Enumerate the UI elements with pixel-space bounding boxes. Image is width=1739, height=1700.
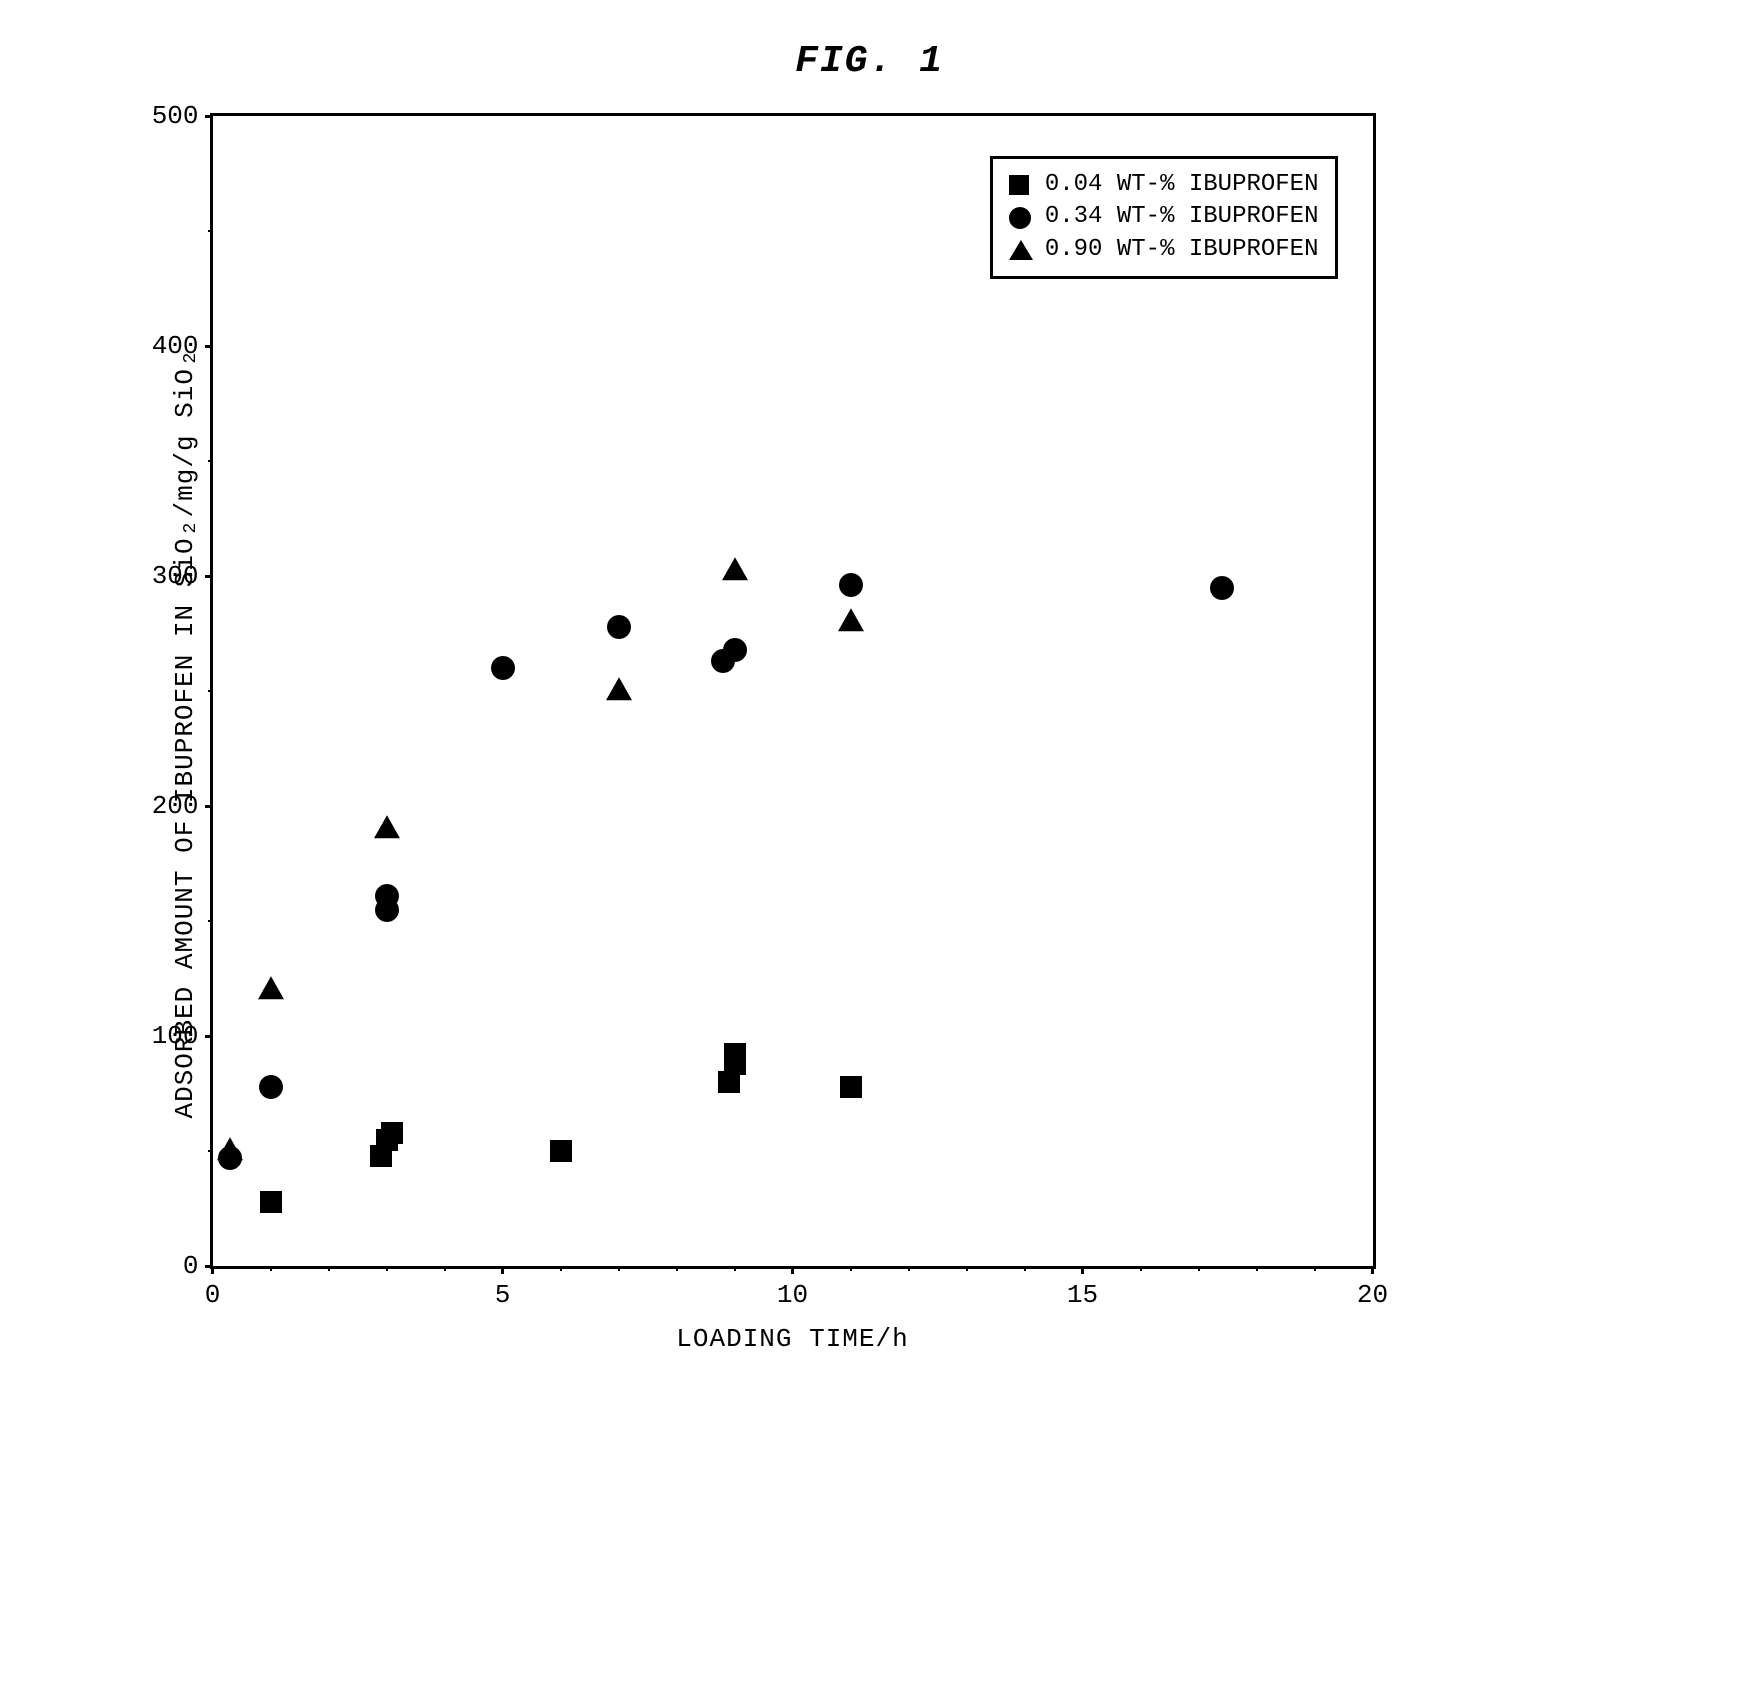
y-tick-minor — [208, 460, 213, 462]
legend-marker-triangle-icon — [1009, 237, 1035, 263]
x-tick-minor — [676, 1266, 678, 1271]
data-point — [217, 1137, 243, 1160]
figure-title: FIG. 1 — [170, 40, 1570, 83]
x-tick-minor — [444, 1266, 446, 1271]
data-point — [260, 1191, 282, 1213]
legend-row: 0.04 WT-% IBUPROFEN — [1009, 169, 1319, 201]
x-tick-minor — [908, 1266, 910, 1271]
legend-marker-square-icon — [1009, 172, 1035, 198]
y-tick — [205, 805, 213, 808]
data-point — [375, 884, 399, 908]
ylabel-container: ADSORBED AMOUNT OF IBUPROFEN IN SiO2/mg/… — [170, 348, 200, 1119]
figure-container: FIG. 1 ADSORBED AMOUNT OF IBUPROFEN IN S… — [170, 40, 1570, 1354]
y-tick-minor — [208, 230, 213, 232]
x-tick — [1081, 1266, 1084, 1274]
y-tick-label: 300 — [152, 561, 199, 591]
data-point — [724, 1043, 746, 1065]
x-tick-minor — [560, 1266, 562, 1271]
data-point — [839, 573, 863, 597]
x-tick-minor — [1198, 1266, 1200, 1271]
legend-row: 0.90 WT-% IBUPROFEN — [1009, 234, 1319, 266]
x-tick-minor — [386, 1266, 388, 1271]
y-tick — [205, 1035, 213, 1038]
data-point — [606, 677, 632, 700]
data-point — [550, 1140, 572, 1162]
x-tick-minor — [1314, 1266, 1316, 1271]
chart-wrapper: ADSORBED AMOUNT OF IBUPROFEN IN SiO2/mg/… — [170, 113, 1570, 1354]
x-tick — [791, 1266, 794, 1274]
x-tick — [501, 1266, 504, 1274]
chart-area: 0.04 WT-% IBUPROFEN0.34 WT-% IBUPROFEN0.… — [210, 113, 1376, 1354]
y-tick — [205, 575, 213, 578]
y-tick — [205, 345, 213, 348]
x-tick-label: 20 — [1357, 1280, 1388, 1310]
legend-label: 0.04 WT-% IBUPROFEN — [1045, 169, 1319, 201]
data-point — [374, 815, 400, 838]
x-tick-minor — [618, 1266, 620, 1271]
ylabel-mid: /mg/g SiO — [170, 368, 200, 517]
legend: 0.04 WT-% IBUPROFEN0.34 WT-% IBUPROFEN0.… — [990, 156, 1338, 279]
y-tick — [205, 115, 213, 118]
data-point — [491, 656, 515, 680]
y-tick-label: 100 — [152, 1021, 199, 1051]
x-tick-minor — [850, 1266, 852, 1271]
legend-row: 0.34 WT-% IBUPROFEN — [1009, 201, 1319, 233]
x-tick-minor — [966, 1266, 968, 1271]
x-tick-label: 0 — [205, 1280, 221, 1310]
y-tick-label: 400 — [152, 331, 199, 361]
data-point — [381, 1122, 403, 1144]
legend-label: 0.90 WT-% IBUPROFEN — [1045, 234, 1319, 266]
data-point — [723, 638, 747, 662]
legend-label: 0.34 WT-% IBUPROFEN — [1045, 201, 1319, 233]
x-tick-minor — [1256, 1266, 1258, 1271]
data-point — [607, 615, 631, 639]
x-tick-minor — [328, 1266, 330, 1271]
y-tick-label: 500 — [152, 101, 199, 131]
x-tick-label: 15 — [1067, 1280, 1098, 1310]
x-tick-minor — [1024, 1266, 1026, 1271]
ylabel-sub1: 2 — [181, 522, 201, 534]
data-point — [838, 608, 864, 631]
y-axis-label: ADSORBED AMOUNT OF IBUPROFEN IN SiO2/mg/… — [170, 348, 200, 1119]
x-tick — [211, 1266, 214, 1274]
x-tick-minor — [1140, 1266, 1142, 1271]
data-point — [722, 558, 748, 581]
x-tick-minor — [734, 1266, 736, 1271]
x-tick — [1371, 1266, 1374, 1274]
y-tick-minor — [208, 1150, 213, 1152]
plot-box: 0.04 WT-% IBUPROFEN0.34 WT-% IBUPROFEN0.… — [210, 113, 1376, 1269]
y-tick-minor — [208, 690, 213, 692]
y-tick-minor — [208, 920, 213, 922]
x-tick-label: 10 — [777, 1280, 808, 1310]
legend-marker-circle-icon — [1009, 205, 1035, 231]
data-point — [258, 976, 284, 999]
x-axis-label: LOADING TIME/h — [210, 1324, 1376, 1354]
x-tick-label: 5 — [495, 1280, 511, 1310]
y-tick-label: 200 — [152, 791, 199, 821]
x-tick-minor — [270, 1266, 272, 1271]
data-point — [1210, 576, 1234, 600]
y-tick-label: 0 — [183, 1251, 199, 1281]
data-point — [259, 1075, 283, 1099]
data-point — [840, 1076, 862, 1098]
